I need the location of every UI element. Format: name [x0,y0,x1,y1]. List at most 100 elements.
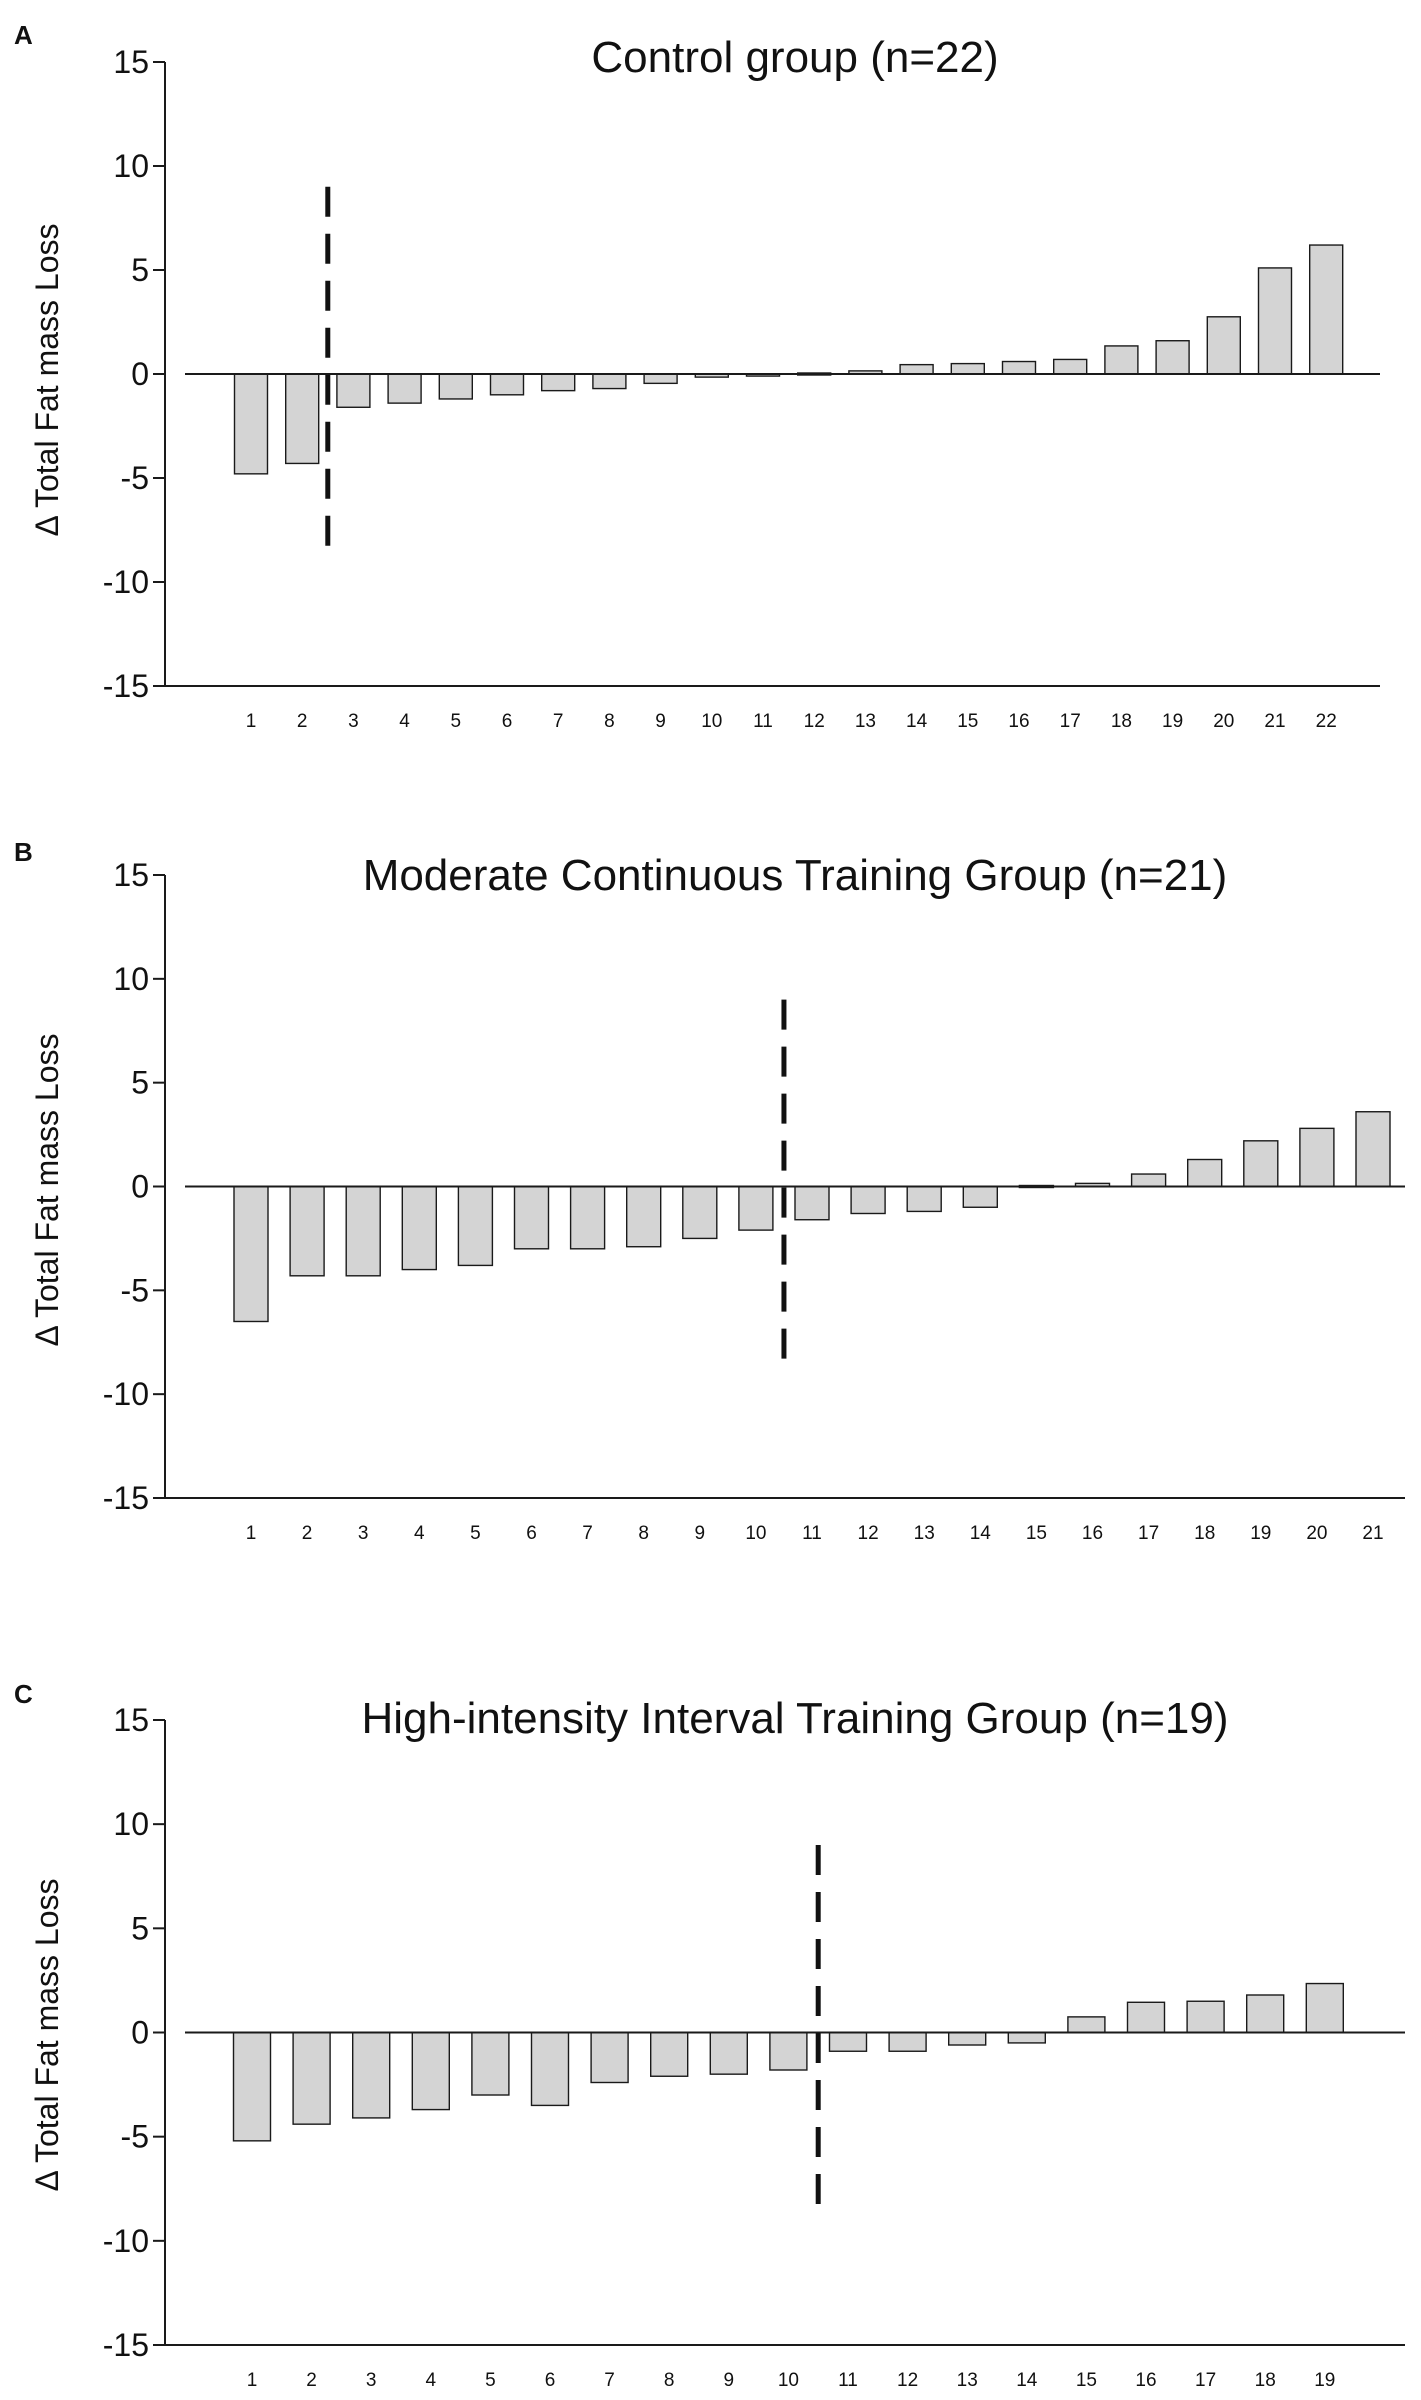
bar [682,1185,718,1240]
x-tick-label: 17 [1138,1523,1159,1544]
x-tick-label: 10 [701,711,722,732]
x-tick-label: 19 [1250,1523,1271,1544]
bar [828,2031,868,2052]
y-tick-label: -10 [103,1376,149,1412]
bar [906,1185,942,1213]
x-tick-label: 13 [957,2370,978,2391]
panel-letter: A [14,20,33,50]
bar [1308,244,1344,375]
x-tick-label: 17 [1195,2370,1216,2391]
x-tick-label: 13 [855,711,876,732]
x-tick-label: 11 [838,2370,858,2391]
x-tick-label: 5 [470,1523,481,1544]
x-tick-label: 19 [1314,2370,1335,2391]
bar [1130,1173,1167,1188]
x-tick-label: 9 [655,711,666,732]
bar [1206,316,1242,375]
x-tick-label: 20 [1306,1523,1327,1544]
bar [387,373,422,404]
x-tick-label: 8 [638,1523,649,1544]
bar [530,2031,570,2107]
x-tick-label: 18 [1255,2370,1276,2391]
bar [1245,1994,1285,2034]
bar [336,373,371,408]
bar [769,2031,808,2071]
y-tick-label: 10 [113,1806,149,1842]
bar [962,1185,998,1208]
bar [1186,1158,1223,1188]
bar [650,2031,689,2077]
x-tick-label: 16 [1008,711,1029,732]
bar [1104,345,1139,375]
bar [289,1185,325,1277]
x-tick-label: 6 [526,1523,537,1544]
bar [1155,340,1190,375]
y-tick-label: -5 [121,2119,149,2155]
y-tick-label: 0 [131,356,149,392]
x-tick-label: 17 [1060,711,1081,732]
chart-panel-c: C High-intensity Interval Training Group … [14,1679,1405,2391]
x-tick-label: 22 [1316,711,1337,732]
x-tick-label: 2 [306,2370,317,2391]
bar [352,2031,391,2119]
x-tick-label: 16 [1082,1523,1103,1544]
y-tick-label: 5 [131,1065,149,1101]
bar [1067,2016,1106,2034]
x-tick-label: 14 [906,711,928,732]
bar [489,373,525,396]
bar [285,373,320,465]
bar [401,1185,437,1271]
bar [1052,358,1088,375]
y-tick-label: -15 [103,2327,149,2363]
x-tick-label: 15 [1076,2370,1097,2391]
bar [1257,267,1293,375]
bar [1355,1111,1391,1188]
x-tick-label: 21 [1362,1523,1383,1544]
x-tick-label: 3 [348,711,359,732]
x-tick-label: 5 [485,2370,496,2391]
x-tick-label: 16 [1135,2370,1156,2391]
y-axis-label: Δ Total Fat mass Loss [29,1033,65,1346]
y-tick-label: 5 [131,252,149,288]
x-tick-label: 9 [724,2370,735,2391]
x-tick-label: 8 [664,2370,675,2391]
x-tick-label: 3 [358,1523,369,1544]
bar [471,2031,510,2096]
bar [569,1185,606,1250]
x-tick-label: 1 [246,1523,257,1544]
y-tick-label: -15 [103,668,149,704]
y-tick-label: -5 [121,1272,149,1308]
x-tick-label: 14 [1016,2370,1038,2391]
bar [950,362,985,375]
y-tick-label: 15 [113,1702,149,1738]
x-tick-label: 8 [604,711,615,732]
bar [513,1185,550,1250]
x-tick-label: 1 [246,711,257,732]
x-tick-label: 18 [1194,1523,1215,1544]
y-tick-label: 5 [131,1910,149,1946]
bar [794,1185,830,1221]
bar [1001,360,1037,375]
x-tick-label: 7 [553,711,564,732]
x-tick-label: 1 [247,2370,258,2391]
x-tick-label: 13 [914,1523,935,1544]
bar [292,2031,331,2125]
chart-title: Control group (n=22) [591,33,998,82]
bar [345,1185,381,1277]
x-tick-label: 6 [502,711,513,732]
x-tick-label: 9 [695,1523,706,1544]
y-axis-label: Δ Total Fat mass Loss [29,1878,65,2191]
x-tick-label: 4 [426,2370,437,2391]
bar [233,373,269,475]
y-tick-label: 10 [113,961,149,997]
chart-panel-a: A Control group (n=22) Δ Total Fat mass Lo… [14,20,1380,732]
x-tick-label: 18 [1111,711,1132,732]
y-tick-label: -10 [103,2223,149,2259]
x-tick-label: 3 [366,2370,377,2391]
x-tick-label: 19 [1162,711,1183,732]
panel-letter: B [14,837,33,867]
x-tick-label: 12 [804,711,825,732]
bar [899,363,934,375]
bar [1243,1140,1279,1188]
y-tick-label: 10 [113,148,149,184]
